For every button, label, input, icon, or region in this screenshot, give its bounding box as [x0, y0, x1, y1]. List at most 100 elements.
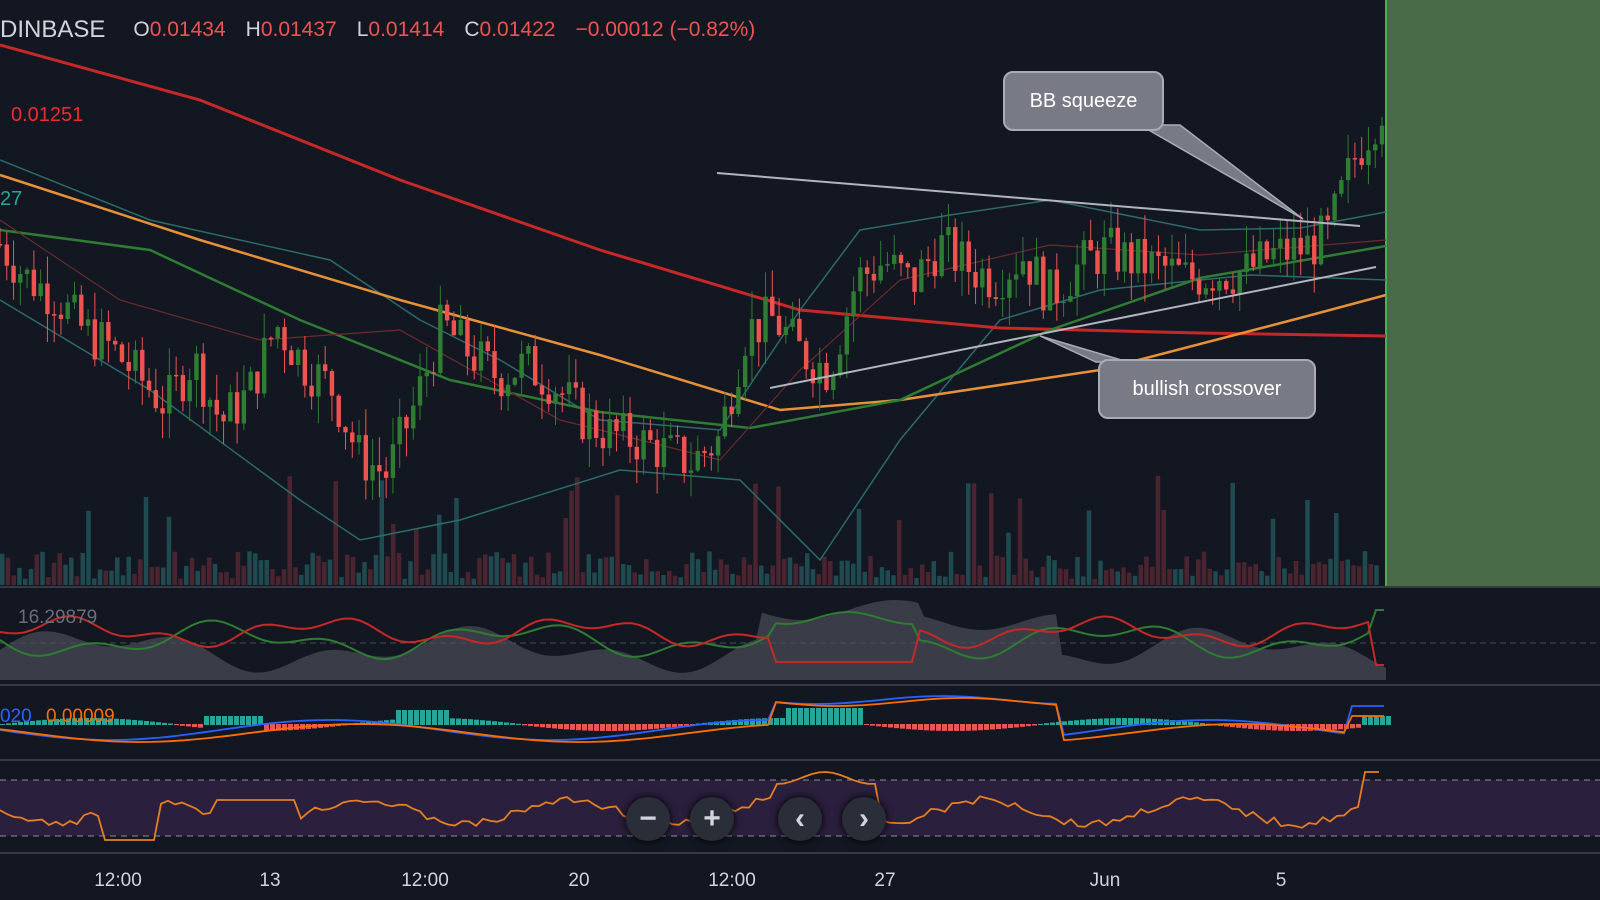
candle-body [1041, 256, 1046, 311]
macd-histogram-bar [594, 724, 599, 731]
volume-bar [937, 575, 942, 585]
macd-histogram-bar [1284, 724, 1289, 731]
macd-histogram-bar [282, 724, 287, 731]
macd-histogram-bar [108, 718, 113, 725]
macd-histogram-bar [888, 724, 893, 728]
signal-line [0, 697, 1384, 743]
volume-bar [563, 518, 568, 585]
candle-body [241, 390, 247, 424]
annotation-bullish-crossover[interactable]: bullish crossover [1098, 359, 1316, 419]
volume-bar [63, 564, 68, 585]
macd-histogram-bar [150, 721, 155, 725]
volume-bar [575, 477, 580, 585]
annotation-bb-squeeze[interactable]: BB squeeze [1003, 71, 1164, 131]
bb-lower [0, 274, 1387, 562]
macd-histogram-bar [1236, 724, 1241, 728]
macd-histogram-bar [840, 708, 845, 725]
volume-bar [552, 573, 557, 585]
candle-body [1379, 125, 1385, 145]
macd-histogram-bar [12, 722, 17, 725]
zoom-in-button[interactable]: + [690, 797, 734, 841]
volume-bar [868, 556, 873, 585]
candle-body [248, 371, 253, 391]
macd-histogram-bar [738, 719, 743, 725]
volume-bar [845, 560, 850, 585]
volume-bar [764, 573, 770, 585]
volume-bar [902, 574, 908, 585]
macd-histogram-bar [1278, 724, 1283, 731]
scroll-right-button[interactable]: › [842, 797, 886, 841]
candle-body [106, 322, 111, 341]
volume-bar [989, 493, 994, 585]
candle-body [363, 435, 369, 481]
volume-bar [638, 574, 643, 585]
macd-histogram-bar [210, 716, 215, 725]
volume-bar [316, 555, 321, 585]
volume-bar [1276, 557, 1281, 585]
volume-bar [1098, 560, 1103, 585]
macd-histogram-bar [168, 723, 173, 725]
candle-body [661, 438, 667, 467]
macd-histogram-bar [522, 724, 527, 726]
candle-body [1339, 180, 1344, 194]
volume-bar [994, 555, 1000, 585]
volume-bar [132, 573, 137, 585]
candle-body [1122, 242, 1127, 272]
volume-bar [908, 568, 913, 585]
candle-body [864, 267, 870, 274]
macd-histogram-bar [1242, 724, 1247, 729]
candle-body [946, 227, 951, 236]
scroll-left-button[interactable]: ‹ [778, 797, 822, 841]
macd-histogram-bar [1074, 720, 1079, 725]
volume-bar [914, 577, 919, 585]
volume-bar [1069, 578, 1074, 585]
macd-histogram-bar [624, 724, 629, 731]
macd-histogram-bar [240, 716, 245, 725]
volume-bar [138, 559, 143, 585]
volume-bar [1339, 561, 1345, 585]
macd-histogram-bar [894, 724, 899, 729]
candle-body [1047, 269, 1053, 311]
candle-body [925, 259, 931, 262]
volume-bar [546, 552, 551, 585]
macd-histogram-bar [1014, 724, 1019, 728]
macd-histogram-bar [768, 718, 773, 725]
candle-body [668, 435, 673, 439]
macd-histogram-bar [432, 710, 437, 725]
candle-body [709, 453, 714, 456]
volume-bar [782, 558, 787, 585]
macd-histogram-bar [48, 719, 53, 725]
volume-bar [1311, 563, 1316, 585]
symbol-name[interactable]: DINBASE [0, 16, 106, 43]
volume-bar [51, 562, 57, 585]
candle-body [905, 263, 910, 268]
volume-bar [178, 578, 183, 585]
zoom-out-button[interactable]: − [626, 797, 670, 841]
volume-bar [195, 570, 200, 585]
macd-histogram-bar [126, 719, 131, 725]
volume-bar [1086, 510, 1092, 585]
macd-histogram-bar [1170, 720, 1175, 725]
candle-body [1284, 238, 1290, 260]
macd-histogram-bar [780, 718, 785, 725]
volume-bar [431, 554, 436, 585]
volume-bar [97, 569, 103, 585]
candle-body [268, 337, 274, 340]
volume-bar [1253, 564, 1258, 585]
candle-body [1203, 288, 1209, 295]
macd-histogram-bar [468, 719, 473, 725]
volume-bar [402, 578, 407, 585]
ma200-value-label: 0.01251 [11, 104, 84, 126]
volume-bar [586, 554, 591, 585]
candle-body [31, 269, 37, 297]
volume-bar [362, 561, 367, 585]
macd-histogram-bar [786, 708, 791, 725]
candle-body [85, 319, 91, 326]
volume-bar [1357, 566, 1362, 585]
macd-histogram-bar [966, 724, 971, 731]
candle-body [844, 316, 850, 355]
volume-bar [460, 578, 465, 585]
volume-bar [730, 573, 735, 585]
volume-bar [885, 570, 890, 585]
